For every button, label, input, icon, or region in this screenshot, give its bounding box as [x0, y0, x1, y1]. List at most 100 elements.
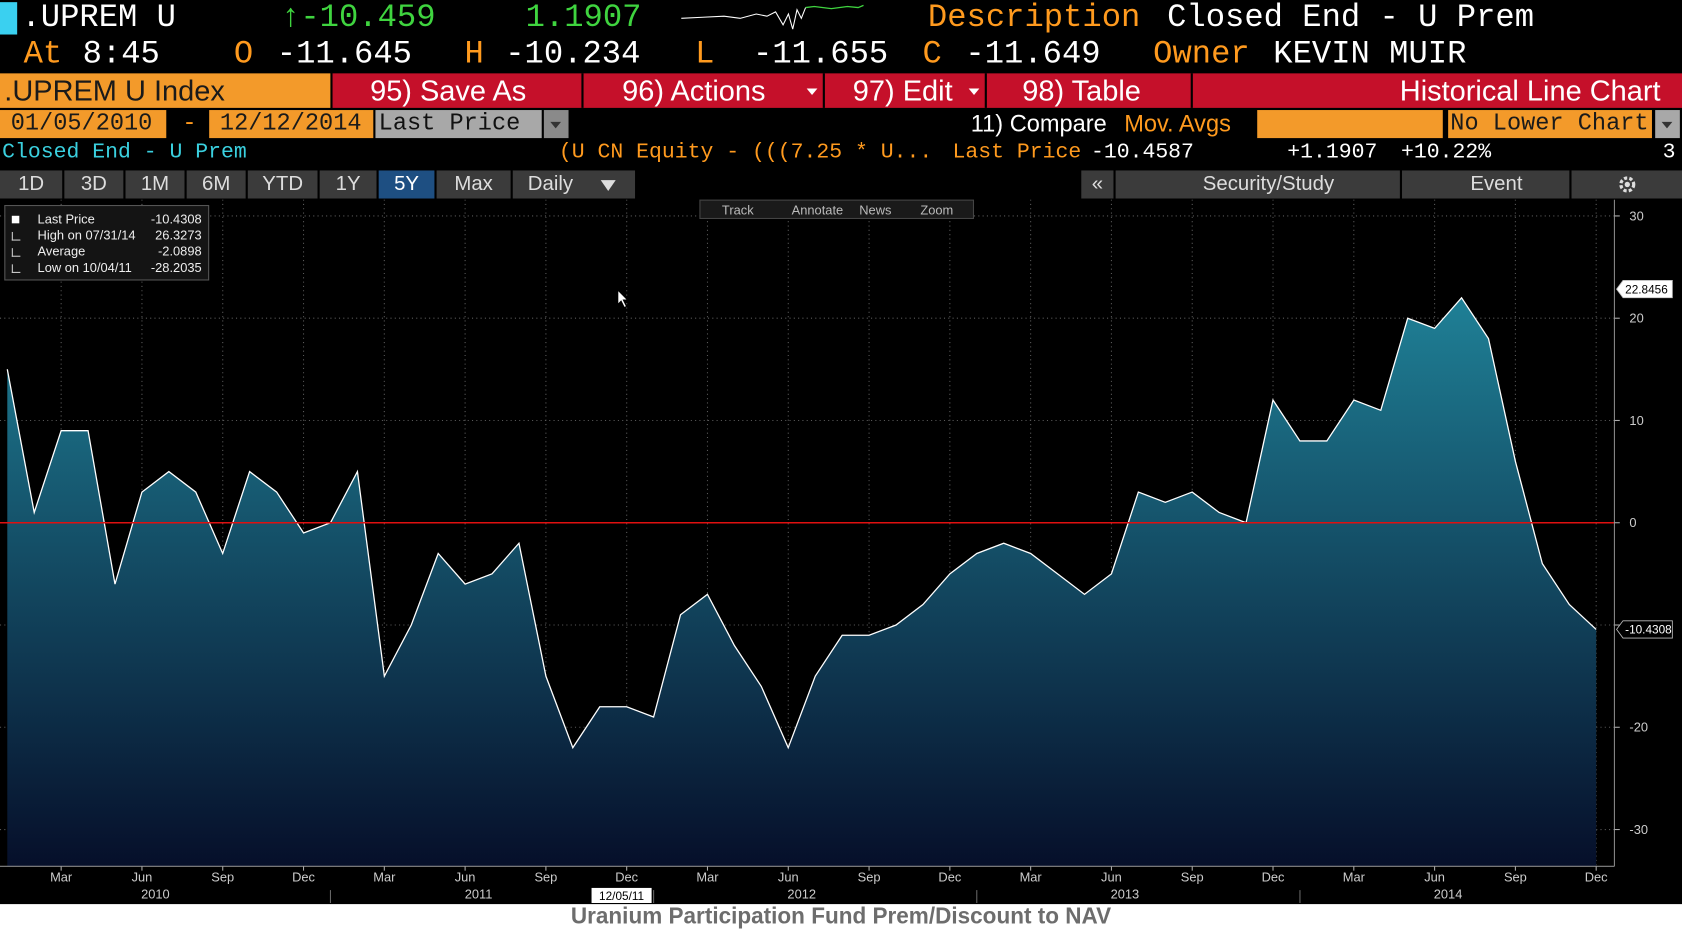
- sparkline: [681, 4, 864, 30]
- change-pct: +10.22%: [1400, 140, 1492, 166]
- menu-button[interactable]: 98) Table: [1022, 74, 1141, 107]
- tool-button[interactable]: Event: [1402, 170, 1570, 199]
- x-tick-label: Mar: [373, 869, 396, 884]
- collapse-label[interactable]: «: [1091, 172, 1104, 196]
- period-tab[interactable]: YTD: [247, 170, 318, 199]
- chart-tool[interactable]: Track: [721, 202, 754, 218]
- legend-entry: Low on 10/04/11 -28.2035: [10, 260, 202, 276]
- value-marker-box: [1616, 620, 1673, 639]
- area-fill: [7, 297, 1597, 867]
- x-tick-label: Jun: [132, 869, 153, 884]
- x-tick-label: Jun: [455, 869, 476, 884]
- period-tab[interactable]: 1Y: [319, 170, 377, 199]
- chart-tool[interactable]: Annotate: [791, 202, 844, 218]
- menu-button[interactable]: 95) Save As: [370, 74, 527, 107]
- legend-entry: High on 07/31/14 26.3273: [10, 228, 202, 244]
- x-tick-label: Sep: [1181, 869, 1204, 884]
- field-label: Last Price: [952, 140, 1082, 166]
- description: Closed End - U Prem: [1167, 0, 1535, 37]
- year-label: 2012: [787, 887, 816, 902]
- chart-tool[interactable]: Zoom: [920, 202, 954, 218]
- last-price: -10.4587: [1090, 140, 1194, 166]
- field-select[interactable]: Last Price: [378, 110, 521, 138]
- formula: (U CN Equity - (((7.25 * U...: [558, 140, 933, 166]
- settings[interactable]: [1571, 170, 1682, 199]
- chart-title: Uranium Participation Fund Prem/Discount…: [0, 904, 1682, 930]
- x-tick-label: Jun: [1101, 869, 1122, 884]
- legend-icon: [11, 231, 21, 241]
- chart-tools: Track Annotate News Zoom: [699, 199, 975, 220]
- date-marker-box: [591, 887, 652, 904]
- tool-label[interactable]: Security/Study: [1202, 172, 1335, 196]
- description-label: Description: [927, 0, 1141, 37]
- x-tick-label: Mar: [1020, 869, 1043, 884]
- year-label: 2011: [465, 887, 493, 902]
- x-tick-label: Jun: [1424, 869, 1445, 884]
- legend-name: High on 07/31/14: [37, 227, 136, 243]
- menu-bar: [332, 73, 1682, 108]
- last-change: ↑-10.459: [281, 0, 436, 37]
- close: -11.649: [965, 36, 1101, 74]
- period-tab[interactable]: 6M: [186, 170, 246, 199]
- y-tick-label: 30: [1629, 208, 1643, 223]
- year-label: 2014: [1434, 887, 1463, 902]
- frequency[interactable]: Daily: [512, 170, 636, 199]
- value-marker-label: -10.4308: [1625, 623, 1672, 637]
- mov-avgs[interactable]: Mov. Avgs: [1124, 110, 1231, 138]
- menu-button[interactable]: 96) Actions: [622, 74, 766, 107]
- owner-label: Owner: [1153, 36, 1250, 74]
- start-date[interactable]: 01/05/2010: [10, 110, 153, 138]
- high-label: H: [464, 36, 484, 74]
- x-tick-label: Sep: [211, 869, 234, 884]
- time-label: At: [23, 36, 63, 74]
- open-label: O: [233, 36, 254, 74]
- tool-button[interactable]: Security/Study: [1115, 170, 1400, 199]
- legend-name: Low on 10/04/11: [37, 260, 132, 276]
- gear-icon: [1618, 176, 1635, 193]
- legend-entry: Average -2.0898: [10, 244, 202, 260]
- x-tick-label: Jun: [778, 869, 799, 884]
- menu-button[interactable]: 97) Edit: [852, 74, 953, 107]
- collapse[interactable]: «: [1081, 170, 1114, 199]
- x-tick-label: Dec: [292, 869, 315, 884]
- period-tab[interactable]: 1D: [0, 170, 63, 199]
- legend-icon: [11, 264, 21, 273]
- period-tab[interactable]: 3D: [64, 170, 124, 199]
- lower-chart[interactable]: No Lower Chart: [1450, 110, 1649, 138]
- change: +1.1907: [1287, 140, 1378, 166]
- x-tick-label: Dec: [938, 869, 961, 884]
- x-tick-label: Mar: [696, 869, 719, 884]
- period-tab[interactable]: 5Y: [378, 170, 435, 199]
- dropdown-arrow: [806, 88, 818, 95]
- x-tick-label: Dec: [615, 869, 638, 884]
- owner: KEVIN MUIR: [1273, 36, 1467, 74]
- compare[interactable]: 11) Compare: [970, 110, 1107, 138]
- axis-background: [1614, 199, 1682, 867]
- end-date[interactable]: 12/12/2014: [219, 110, 362, 138]
- view-title: Historical Line Chart: [1399, 74, 1661, 107]
- period-tab[interactable]: Max: [436, 170, 511, 199]
- period-tab[interactable]: 1M: [125, 170, 185, 199]
- x-tick-label: Dec: [1585, 869, 1608, 884]
- ticker: .UPREM U: [21, 0, 176, 37]
- low-label: L: [695, 36, 715, 74]
- legend-icon: [11, 248, 21, 257]
- close-label: C: [922, 36, 942, 74]
- y-tick-label: 20: [1629, 310, 1643, 325]
- x-tick-label: Mar: [50, 869, 73, 884]
- series-line: [6, 296, 1597, 750]
- mouse-cursor: [617, 289, 629, 309]
- security-name: Closed End - U Prem: [2, 140, 247, 166]
- chart-tool[interactable]: News: [859, 202, 892, 218]
- cursor-block: [0, 2, 18, 35]
- security-box[interactable]: [0, 73, 331, 108]
- date-separator: -: [182, 110, 197, 138]
- legend-value: -2.0898: [158, 243, 202, 259]
- frequency-label[interactable]: Daily: [527, 172, 574, 196]
- security[interactable]: .UPREM U Index: [4, 74, 225, 107]
- legend-entry: Last Price -10.4308: [10, 211, 202, 227]
- tool-label[interactable]: Event: [1470, 172, 1523, 196]
- open: -11.645: [276, 36, 412, 74]
- value-marker-box: [1616, 280, 1673, 299]
